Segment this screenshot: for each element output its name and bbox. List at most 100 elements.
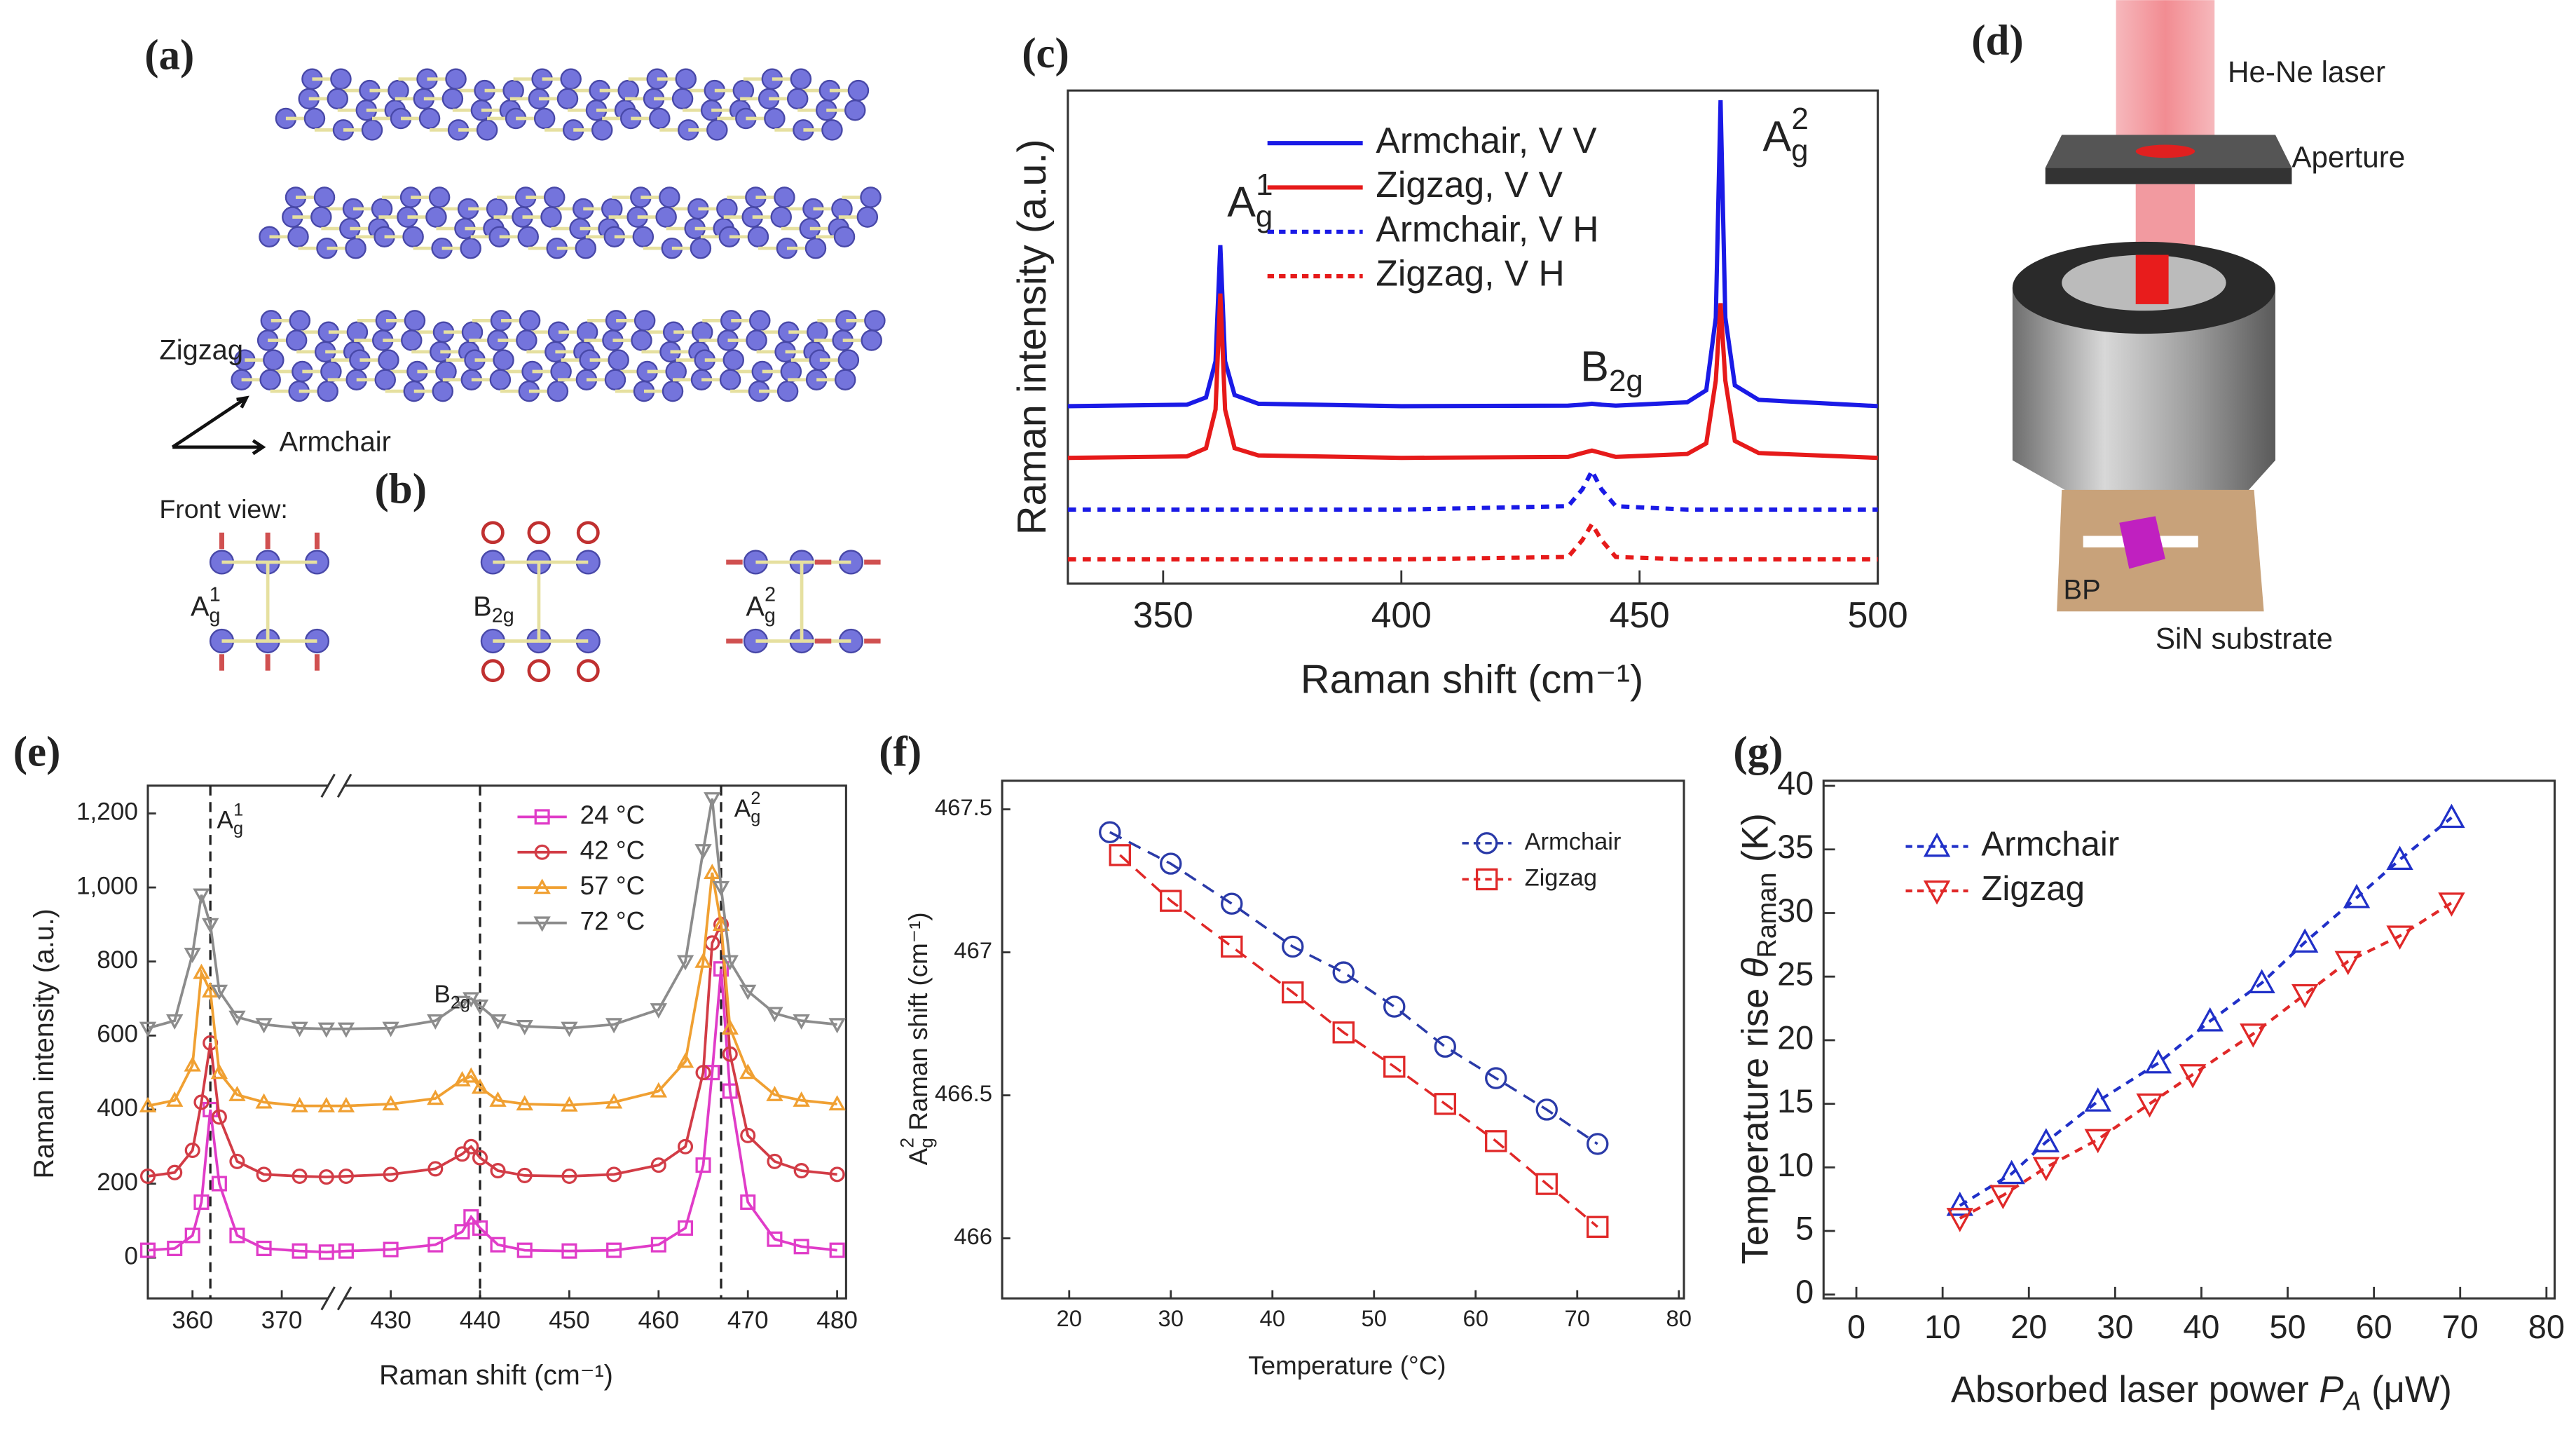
atom — [402, 226, 424, 248]
y-tick-label: 5 — [1795, 1210, 1814, 1246]
marker — [1485, 1130, 1507, 1152]
marker — [1998, 1159, 2025, 1185]
marker — [704, 1065, 720, 1081]
marker — [534, 844, 550, 860]
marker — [676, 955, 694, 971]
mode-label: Ag2 — [746, 583, 776, 627]
motion-dot — [527, 521, 551, 545]
text-part: P — [2319, 1369, 2343, 1410]
atom — [774, 186, 795, 208]
x-tick-label: 60 — [1463, 1305, 1489, 1331]
marker — [828, 1095, 846, 1111]
x-tick-label: 80 — [1666, 1305, 1692, 1331]
legend-label: 42 °C — [580, 836, 645, 865]
atom — [776, 380, 799, 402]
atom — [425, 206, 447, 228]
y-tick-label: 15 — [1777, 1083, 1814, 1119]
atom — [556, 88, 579, 110]
marker — [704, 792, 721, 808]
text-part: 1 — [210, 583, 221, 606]
marker — [337, 1022, 355, 1038]
y-tick-label: 1,200 — [76, 798, 138, 826]
text-part: 2g — [1609, 364, 1643, 398]
peak-label: Ag2 — [734, 789, 761, 826]
marker — [255, 1093, 273, 1109]
marker — [1221, 935, 1243, 958]
marker — [606, 1166, 622, 1183]
marker — [1535, 1098, 1558, 1121]
marker — [793, 1239, 809, 1255]
marker — [740, 1194, 756, 1210]
axis-break-mark — [320, 773, 352, 798]
text-part: A — [191, 591, 210, 622]
motion-dot — [481, 659, 505, 683]
y-tick-label: 600 — [97, 1021, 138, 1048]
marker — [2196, 1007, 2224, 1032]
panel-label: (c) — [1022, 30, 1069, 77]
atom — [404, 310, 426, 332]
marker — [427, 1089, 444, 1105]
marker — [463, 1209, 479, 1225]
marker — [489, 1014, 507, 1030]
marker — [650, 1003, 667, 1019]
text-part: 1 — [1256, 167, 1273, 201]
x-tick-label: 400 — [1371, 594, 1432, 635]
panel-label: (f) — [879, 729, 922, 776]
atom — [378, 349, 399, 371]
atom — [860, 186, 882, 208]
legend-label: Armchair — [1525, 829, 1622, 855]
marker — [454, 1146, 470, 1162]
aperture-edge — [2045, 168, 2292, 184]
atom — [263, 349, 285, 371]
series-line — [1119, 854, 1598, 1228]
marker — [338, 1168, 354, 1184]
text-part: A — [2342, 1387, 2361, 1417]
marker — [184, 947, 201, 963]
marker — [471, 1078, 489, 1094]
marker — [1587, 1216, 1609, 1238]
marker — [766, 1086, 783, 1101]
atom — [445, 68, 467, 90]
text-part: 2 — [896, 1138, 917, 1148]
atom — [861, 329, 882, 351]
marker — [228, 1086, 246, 1101]
marker — [2084, 1129, 2111, 1154]
atom — [493, 349, 514, 371]
y-tick-label: 467.5 — [935, 794, 992, 820]
x-axis-label: Absorbed laser power PA (μW) — [1951, 1369, 2452, 1417]
motion-dot — [576, 659, 600, 683]
legend-label: 57 °C — [580, 871, 645, 900]
panel-label: (g) — [1733, 729, 1783, 776]
atom — [837, 349, 860, 371]
marker — [605, 1018, 623, 1034]
atom — [790, 68, 812, 90]
text-part: (μW) — [2362, 1369, 2452, 1410]
marker — [1485, 1067, 1507, 1089]
marker — [721, 1019, 739, 1035]
marker — [317, 1096, 335, 1112]
marker — [561, 1096, 578, 1112]
marker — [678, 1138, 694, 1155]
atom — [575, 237, 597, 259]
atom — [631, 329, 652, 351]
marker — [292, 1168, 308, 1184]
marker — [650, 1157, 666, 1173]
setup-diagram — [2012, 0, 2292, 612]
marker — [2179, 1064, 2207, 1089]
atom — [516, 329, 537, 351]
atom — [345, 237, 366, 259]
marker — [1434, 1035, 1456, 1058]
marker — [210, 1063, 228, 1080]
x-tick-label: 470 — [727, 1307, 769, 1334]
mode-label: B2g — [473, 591, 514, 627]
marker — [678, 1220, 694, 1236]
text-part: A — [746, 591, 765, 622]
text-part: A — [217, 807, 234, 834]
atom — [633, 310, 656, 332]
marker — [2386, 845, 2413, 871]
atom — [770, 206, 792, 228]
marker — [1109, 844, 1131, 866]
marker — [1946, 1192, 1973, 1216]
marker — [1332, 961, 1355, 983]
